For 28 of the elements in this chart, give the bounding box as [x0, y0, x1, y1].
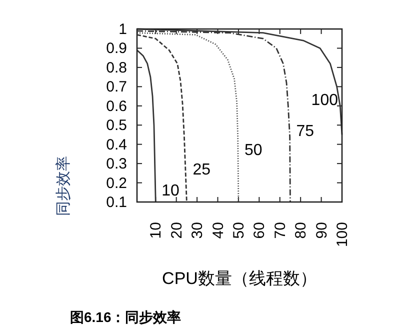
y-tick-label: 1: [118, 21, 127, 38]
y-tick-label: 0.7: [106, 78, 127, 96]
series-label: 75: [296, 122, 314, 140]
y-tick-label: 0.2: [106, 174, 127, 192]
x-axis-title: CPU数量（线程数）: [162, 269, 317, 288]
series-label: 10: [162, 182, 180, 200]
x-tick-label: 70: [272, 222, 289, 239]
x-tick-label: 80: [292, 222, 310, 239]
y-tick-label: 0.8: [106, 59, 127, 76]
x-tick-label: 20: [168, 222, 186, 239]
series-label: 25: [192, 161, 211, 178]
y-tick-label: 0.3: [106, 156, 127, 173]
x-tick-label: 50: [230, 222, 248, 239]
y-tick-label: 0.5: [106, 117, 127, 134]
x-tick-label: 30: [189, 222, 206, 239]
y-tick-label: 0.1: [106, 194, 127, 211]
series-label: 100: [311, 92, 338, 110]
x-tick-label: 10: [148, 222, 165, 239]
text: 图6.16：同步效率: [70, 309, 182, 325]
series-label: 50: [244, 142, 262, 160]
y-tick-label: 0.4: [106, 136, 127, 154]
x-tick-label: 100: [334, 222, 351, 248]
x-tick-label: 90: [313, 222, 330, 239]
x-tick-label: 40: [210, 222, 227, 239]
y-axis-title: 同步效率: [55, 156, 72, 216]
y-tick-label: 0.9: [106, 40, 127, 58]
y-tick-label: 0.6: [106, 98, 127, 115]
x-tick-label: 60: [251, 222, 268, 239]
